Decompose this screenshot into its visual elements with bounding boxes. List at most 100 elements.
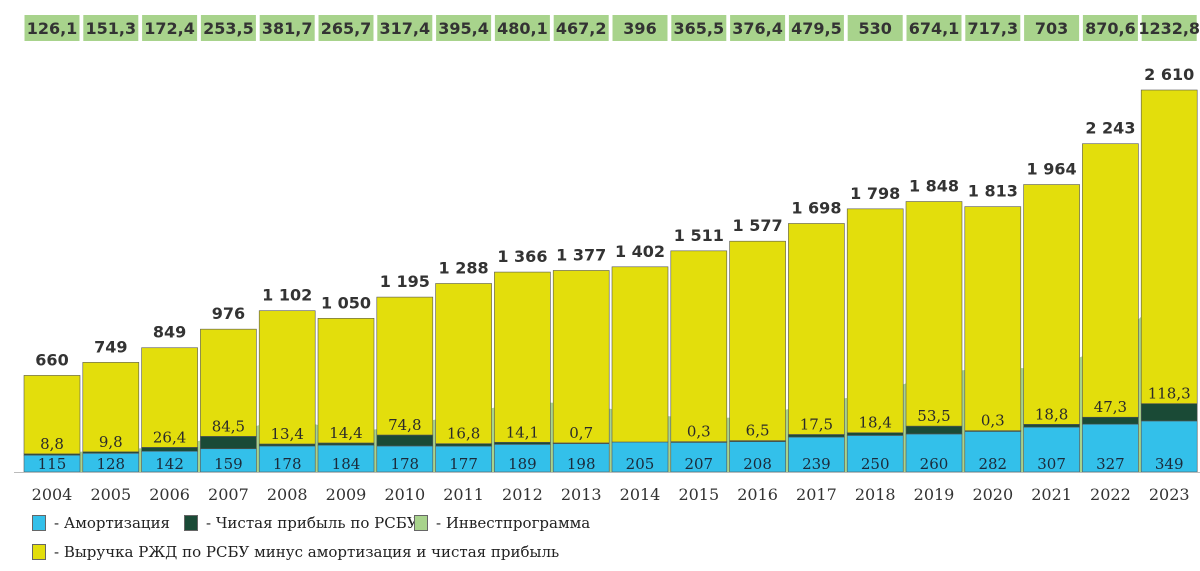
label-net-profit-2004: 8,8 [40, 435, 64, 453]
label-total-2019: 1 848 [909, 177, 959, 196]
legend-label-amortization: - Амортизация [54, 514, 171, 532]
invest-value-box-2014 [612, 15, 668, 41]
invest-value-box-2012 [494, 15, 550, 41]
legend-item-revenue: - Выручка РЖД по РСБУ минус амортизация … [32, 543, 559, 561]
investprogram-area [24, 291, 1198, 472]
bar-amortization-2023 [1140, 420, 1198, 473]
invest-value-box-2008 [259, 15, 315, 41]
label-total-2004: 660 [35, 350, 68, 369]
bar-amortization-2022 [1082, 423, 1139, 473]
label-total-2018: 1 798 [850, 184, 900, 203]
bar-amortization-2013 [552, 442, 610, 473]
label-total-2013: 1 377 [556, 245, 606, 264]
invest-value-2018: 530 [858, 19, 891, 38]
label-total-2010: 1 195 [380, 272, 430, 291]
invest-value-box-2006 [142, 15, 198, 41]
invest-value-2009: 265,7 [321, 19, 372, 38]
label-total-2007: 976 [212, 304, 245, 323]
x-tick-2009: 2009 [326, 485, 367, 504]
label-amortization-2007: 159 [214, 455, 243, 473]
x-tick-2007: 2007 [208, 485, 249, 504]
label-net-profit-2020: 0,3 [981, 412, 1005, 430]
bar-revenue-2020 [964, 206, 1022, 431]
bar-revenue-2019 [905, 201, 963, 427]
legend-label-net-profit: - Чистая прибыль по РСБУ [206, 514, 418, 532]
bar-revenue-2014 [611, 266, 669, 443]
legend-item-investprogram: - Инвестпрограмма [414, 514, 590, 532]
label-total-2015: 1 511 [674, 226, 724, 245]
bars-layer [23, 89, 1198, 473]
invest-value-box-2007 [200, 15, 256, 41]
invest-value-2008: 381,7 [262, 19, 313, 38]
x-tick-2008: 2008 [267, 485, 308, 504]
invest-value-box-2004 [24, 15, 80, 41]
bar-revenue-2006 [141, 347, 198, 448]
label-total-2017: 1 698 [791, 198, 841, 217]
bar-amortization-2009 [317, 444, 375, 473]
x-tick-2013: 2013 [561, 485, 602, 504]
bar-revenue-2023 [1140, 89, 1198, 404]
label-total-2011: 1 288 [439, 258, 489, 277]
x-tick-2023: 2023 [1149, 485, 1190, 504]
label-total-2023: 2 610 [1144, 65, 1194, 84]
label-net-profit-2006: 26,4 [153, 428, 186, 446]
bar-amortization-2018 [846, 435, 904, 473]
label-total-2005: 749 [94, 337, 127, 356]
label-amortization-2016: 208 [743, 455, 772, 473]
x-tick-2018: 2018 [855, 485, 896, 504]
bar-revenue-2013 [552, 270, 610, 444]
label-net-profit-2019: 53,5 [917, 407, 950, 425]
bar-amortization-2020 [964, 430, 1022, 473]
invest-value-2011: 395,4 [438, 19, 489, 38]
bar-amortization-2012 [494, 444, 551, 473]
bar-net-profit-2006 [141, 447, 198, 452]
invest-value-2020: 717,3 [967, 19, 1018, 38]
label-total-2021: 1 964 [1027, 160, 1077, 179]
label-amortization-2019: 260 [920, 455, 949, 473]
invest-value-2016: 376,4 [732, 19, 783, 38]
invest-value-2013: 467,2 [556, 19, 607, 38]
bar-revenue-2021 [1023, 184, 1080, 425]
bar-net-profit-2010 [376, 434, 434, 447]
x-tick-2006: 2006 [149, 485, 190, 504]
invest-value-box-2015 [671, 15, 727, 41]
label-net-profit-2010: 74,8 [388, 416, 421, 434]
label-amortization-2014: 205 [626, 455, 655, 473]
label-total-2014: 1 402 [615, 242, 665, 261]
label-net-profit-2016: 6,5 [746, 422, 770, 440]
label-amortization-2023: 349 [1155, 455, 1184, 473]
label-net-profit-2018: 18,4 [858, 414, 891, 432]
invest-value-2019: 674,1 [909, 19, 960, 38]
x-tick-2015: 2015 [678, 485, 719, 504]
label-net-profit-2007: 84,5 [212, 417, 245, 435]
invest-value-2014: 396 [623, 19, 656, 38]
legend-item-amortization: - Амортизация [32, 514, 170, 532]
bar-revenue-2017 [788, 223, 845, 435]
invest-value-box-2018 [847, 15, 903, 41]
label-total-2008: 1 102 [262, 286, 312, 305]
x-tick-2010: 2010 [384, 485, 425, 504]
x-tick-2017: 2017 [796, 485, 837, 504]
label-net-profit-2009: 14,4 [329, 424, 362, 442]
label-net-profit-2013: 0,7 [569, 424, 593, 442]
bar-revenue-2016 [729, 240, 786, 441]
invest-value-box-2010 [377, 15, 433, 41]
invest-value-box-2021 [1024, 15, 1080, 41]
bar-net-profit-2023 [1140, 403, 1198, 422]
bar-amortization-2019 [905, 433, 963, 473]
label-amortization-2011: 177 [449, 455, 478, 473]
x-tick-2005: 2005 [90, 485, 131, 504]
invest-value-2022: 870,6 [1085, 19, 1136, 38]
x-tick-2019: 2019 [914, 485, 955, 504]
bar-revenue-2007 [200, 328, 257, 437]
label-amortization-2020: 282 [978, 455, 1007, 473]
invest-value-2006: 172,4 [144, 19, 195, 38]
invest-value-box-2019 [906, 15, 962, 41]
x-tick-2011: 2011 [443, 485, 484, 504]
invest-value-2004: 126,1 [27, 19, 78, 38]
label-total-2006: 849 [153, 323, 186, 342]
legend-swatch-investprogram [414, 515, 428, 531]
x-tick-2012: 2012 [502, 485, 543, 504]
label-amortization-2005: 128 [96, 455, 125, 473]
legend-swatch-amortization [32, 515, 46, 531]
